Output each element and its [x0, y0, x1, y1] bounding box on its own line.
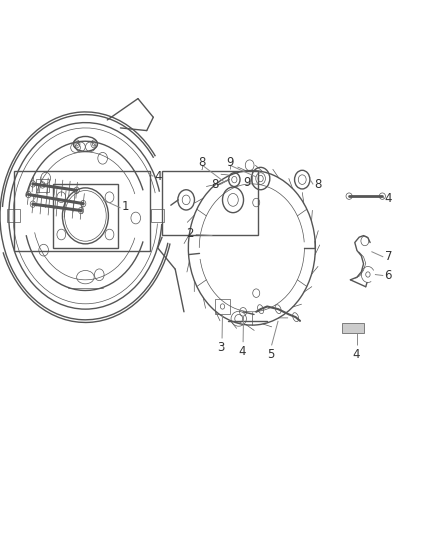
Bar: [151, 209, 164, 222]
Text: 4: 4: [155, 170, 162, 183]
Bar: [162, 171, 258, 235]
Text: 7: 7: [385, 251, 392, 263]
Text: 4: 4: [238, 345, 246, 358]
Bar: [342, 323, 364, 333]
Bar: [36, 179, 49, 192]
Text: 1: 1: [122, 200, 129, 213]
Text: 5: 5: [267, 348, 274, 361]
Text: 9: 9: [244, 176, 251, 189]
Text: 4: 4: [385, 192, 392, 205]
Text: 3: 3: [218, 341, 225, 354]
Bar: [53, 184, 118, 248]
Bar: [7, 209, 20, 222]
Text: 8: 8: [212, 178, 219, 191]
Bar: [14, 171, 150, 251]
Text: 9: 9: [226, 156, 234, 169]
Text: 8: 8: [314, 178, 322, 191]
Text: 4: 4: [352, 348, 360, 361]
Text: 8: 8: [198, 156, 205, 169]
Bar: [215, 299, 230, 314]
Text: 2: 2: [187, 228, 194, 240]
Text: 6: 6: [385, 269, 392, 282]
